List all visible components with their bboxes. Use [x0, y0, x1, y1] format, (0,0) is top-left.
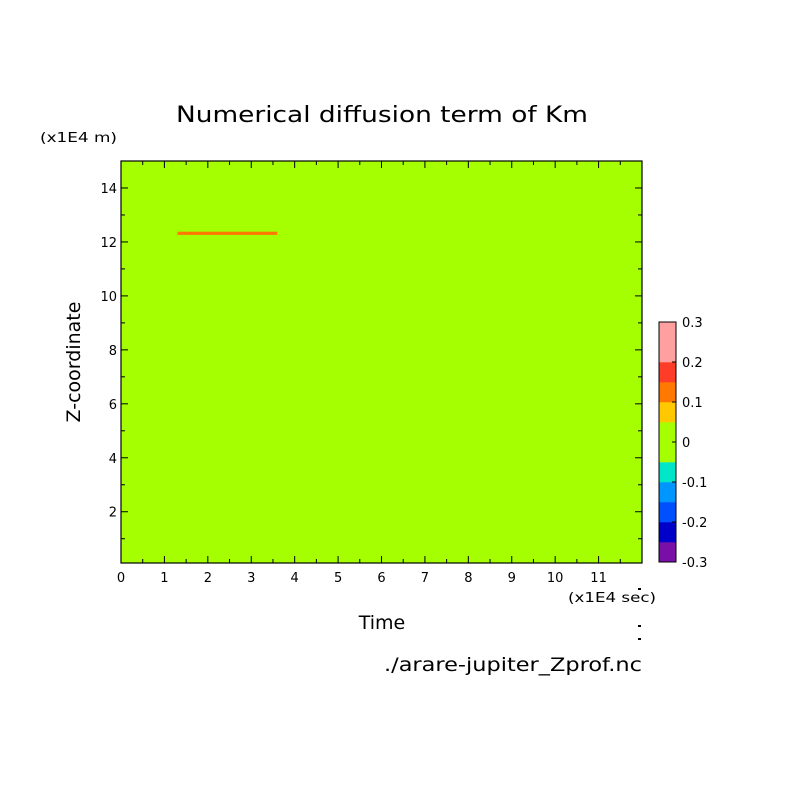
y-tick-label: 8	[109, 344, 117, 359]
colorbar-segment	[659, 422, 676, 443]
chart-title: Numerical diffusion term of Km	[176, 103, 588, 128]
x-unit-label: (x1E4 sec)	[568, 591, 656, 606]
heatmap-band	[121, 498, 642, 509]
x-tick-label: 3	[247, 571, 255, 586]
heatmap-band	[121, 464, 308, 473]
heatmap-streak	[121, 245, 198, 331]
heatmap-band	[177, 231, 278, 235]
heatmap-band	[121, 241, 642, 251]
heatmap-band	[121, 355, 642, 367]
heatmap-streak	[449, 521, 510, 559]
x-tick-label: 7	[421, 571, 429, 586]
heatmap-band	[572, 298, 595, 304]
heatmap-band	[537, 298, 569, 304]
heatmap-band	[121, 271, 391, 283]
y-tick-label: 10	[100, 290, 117, 305]
heatmap-band	[121, 510, 642, 522]
colorbar-tick-label: -0.2	[682, 516, 707, 531]
heatmap-band	[121, 397, 226, 406]
heatmap-band	[121, 256, 642, 268]
y-axis-label: Z-coordinate	[63, 302, 85, 423]
heatmap-band	[507, 308, 534, 314]
heatmap-streak	[215, 529, 383, 563]
heatmap-band	[121, 285, 391, 296]
heatmap-band	[572, 308, 595, 314]
source-file-label: ./arare-jupiter_Zprof.nc	[384, 654, 642, 676]
colorbar-tick-label: 0.2	[682, 356, 703, 371]
heatmap-band	[121, 367, 642, 378]
heatmap-band	[121, 487, 642, 499]
heatmap-band	[121, 325, 642, 337]
x-tick-label: 2	[204, 571, 212, 586]
x-axis: 0 1 2 3 4 5 6 7 8 9 10 11	[117, 161, 621, 586]
y-axis: 2 4 6 8 10 12 14	[100, 160, 642, 540]
x-tick-label: 4	[291, 571, 299, 586]
heatmap-streak	[124, 528, 317, 563]
colorbar-segment	[659, 462, 676, 483]
y-unit-label: (x1E4 m)	[40, 131, 117, 146]
colorbar-tick-label: 0.1	[682, 396, 703, 411]
y-tick-label: 4	[109, 452, 117, 467]
colorbar-tick-label: -0.1	[682, 476, 707, 491]
x-axis-label: Time	[358, 612, 406, 634]
mark-dot	[638, 588, 641, 590]
colorbar-segment	[659, 522, 676, 543]
x-tick-label: 5	[334, 571, 342, 586]
colorbar-segment	[659, 502, 676, 523]
heatmap-band	[503, 318, 638, 325]
heatmap-streak	[131, 380, 194, 460]
mark-dot	[638, 625, 641, 627]
colorbar-tick-label: 0.3	[682, 316, 703, 331]
heatmap-band	[121, 410, 308, 419]
x-tick-label: 9	[508, 571, 516, 586]
colorbar-segment	[659, 362, 676, 383]
x-tick-label: 6	[377, 571, 385, 586]
heatmap-band	[507, 298, 534, 304]
x-tick-label: 1	[160, 571, 168, 586]
x-tick-label: 8	[464, 571, 472, 586]
y-tick-label: 12	[100, 236, 117, 251]
mark-dot	[638, 638, 641, 640]
colorbar-segment	[659, 322, 676, 343]
heatmap-band	[121, 476, 226, 485]
heatmap-band	[121, 312, 642, 323]
heatmap-band	[121, 234, 642, 242]
colorbar-segment	[659, 442, 676, 463]
colorbar-segment	[659, 402, 676, 423]
x-tick-label: 10	[547, 571, 564, 586]
heatmap-band	[607, 339, 642, 361]
heatmap-band	[121, 437, 308, 446]
colorbar: -0.3 -0.2 -0.1 0 0.1 0.2 0.3	[658, 316, 707, 571]
y-tick-label: 6	[109, 398, 117, 413]
tiny-marks	[638, 588, 641, 640]
heatmap-band	[121, 342, 642, 353]
heatmap-band	[537, 308, 569, 314]
heatmap-streak	[127, 304, 185, 369]
colorbar-tick-label: 0	[682, 436, 690, 451]
y-tick-label: 2	[109, 506, 117, 521]
x-tick-label: 0	[117, 571, 125, 586]
colorbar-segment	[659, 482, 676, 503]
y-tick-label: 14	[100, 182, 117, 197]
heatmap-streak	[140, 388, 194, 465]
colorbar-tick-label: -0.3	[682, 556, 707, 571]
heatmap-band	[121, 382, 391, 394]
heatmap-band	[121, 451, 226, 460]
x-tick-label: 11	[590, 571, 607, 586]
colorbar-segment	[659, 342, 676, 363]
colorbar-segment	[659, 382, 676, 403]
heatmap-band	[121, 226, 642, 234]
colorbar-segment	[659, 542, 676, 563]
